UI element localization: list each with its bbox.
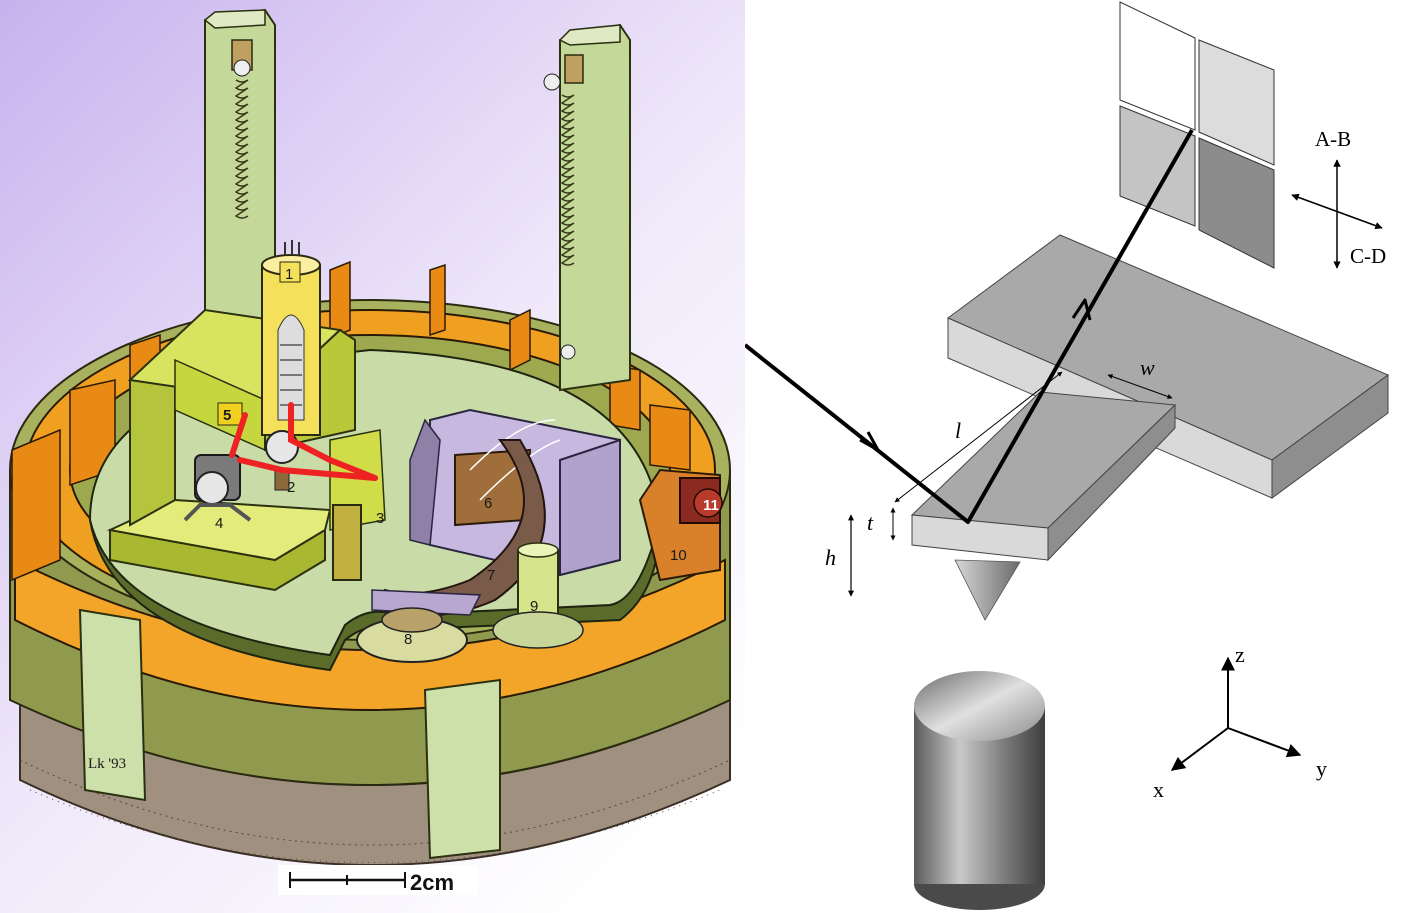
component-number-2: 2 — [287, 479, 295, 496]
afm-head-illustration: 1 2 3 4 5 6 7 8 9 10 11 Lk '93 2cm — [0, 0, 745, 913]
right-post — [543, 23, 631, 392]
ab-label: A-B — [1315, 127, 1351, 151]
chip-side — [1271, 374, 1389, 499]
dimension-annotations: l w t h — [825, 355, 1173, 597]
cd-label: C-D — [1350, 244, 1386, 268]
photodiode-detector — [183, 454, 252, 522]
front-left-post — [78, 608, 147, 802]
badge-5-bg — [217, 402, 243, 426]
component-number-3: 3 — [376, 510, 384, 527]
quadrant-bottom-right — [1198, 137, 1275, 269]
component-number-10: 10 — [670, 547, 687, 564]
quadrant-top-right — [1198, 39, 1275, 166]
piezo-tube — [492, 542, 584, 649]
component-number-1: 1 — [285, 266, 293, 283]
beam-side — [1047, 403, 1176, 562]
component-number-6: 6 — [484, 495, 492, 512]
sample-cylinder — [914, 671, 1045, 910]
component-number-labels: 1 2 3 4 5 6 7 8 9 10 11 — [215, 266, 719, 648]
scale-bar: 2cm — [278, 865, 478, 895]
laser-beam — [745, 129, 1194, 524]
length-dimension — [894, 371, 1063, 503]
y-axis — [1227, 727, 1302, 758]
y-axis-label: y — [1316, 756, 1327, 781]
component-number-7: 7 — [487, 567, 495, 584]
cd-arrow — [1291, 193, 1383, 230]
photodiode-axes: A-B C-D — [1291, 127, 1386, 269]
x-axis-label: x — [1153, 777, 1164, 802]
front-center-post — [423, 678, 501, 860]
laser-diode-housing — [261, 240, 321, 436]
width-label: w — [1140, 355, 1155, 380]
badge-1-bg — [279, 261, 301, 283]
component-number-5: 5 — [223, 407, 231, 424]
afm-tip — [954, 559, 1021, 621]
tip-height-label: h — [825, 545, 836, 570]
component-number-11: 11 — [703, 497, 719, 514]
coordinate-axes: z y x — [1153, 642, 1327, 802]
sample-stage — [356, 607, 468, 663]
cantilever-schematic: A-B C-D l w t h — [745, 0, 1428, 913]
length-label: l — [955, 418, 961, 443]
component-number-4: 4 — [215, 515, 223, 532]
scale-bar-label: 2cm — [410, 870, 454, 895]
cantilever-diagram: A-B C-D l w t h — [745, 0, 1428, 913]
quadrant-bottom-left — [1119, 105, 1196, 227]
quadrant-photodiode — [1119, 1, 1275, 269]
electrical-connector — [638, 468, 723, 582]
laser-path — [229, 402, 378, 481]
quadrant-top-left — [1119, 1, 1196, 131]
left-post — [203, 8, 276, 342]
z-axis-label: z — [1235, 642, 1245, 667]
thickness-label: t — [867, 510, 874, 535]
afm-head-drawing: 1 2 3 4 5 6 7 8 9 10 11 Lk '93 2cm — [0, 0, 745, 913]
adjustment-screw — [332, 504, 362, 581]
x-axis — [1170, 727, 1229, 771]
cylinder-top — [914, 671, 1045, 741]
illustrator-signature: Lk '93 — [88, 756, 126, 772]
component-number-8: 8 — [404, 631, 412, 648]
width-dimension — [1107, 374, 1173, 399]
component-number-9: 9 — [530, 598, 538, 615]
